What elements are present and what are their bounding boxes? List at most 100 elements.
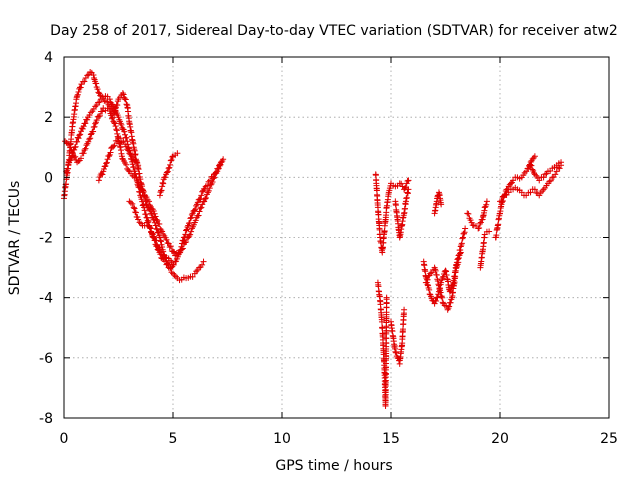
data-point (167, 161, 174, 168)
data-point (115, 114, 122, 121)
data-point (401, 306, 408, 313)
data-point (428, 269, 435, 276)
data-point (81, 78, 88, 85)
data-point (75, 88, 82, 95)
data-point (99, 108, 106, 115)
data-point (87, 109, 94, 116)
data-point (457, 250, 464, 257)
data-point (455, 255, 462, 262)
data-point (132, 171, 139, 178)
data-point (447, 299, 454, 306)
data-point (198, 204, 205, 211)
data-point (431, 300, 438, 307)
data-point (158, 187, 165, 194)
data-point (439, 299, 446, 306)
data-point (192, 206, 199, 213)
data-point (168, 156, 175, 163)
data-point (393, 349, 400, 356)
data-point (191, 207, 198, 214)
data-point (84, 72, 91, 79)
data-point (159, 183, 166, 190)
data-point (536, 177, 543, 184)
data-point (171, 248, 178, 255)
data-point (187, 215, 194, 222)
data-points (61, 69, 565, 409)
data-point (153, 237, 160, 244)
data-point (110, 143, 117, 150)
data-point (74, 93, 81, 100)
data-point (211, 174, 218, 181)
data-point (109, 114, 116, 121)
data-point (95, 99, 102, 106)
data-point (481, 204, 488, 211)
data-point (433, 271, 440, 278)
data-point (166, 164, 173, 171)
data-point (206, 185, 213, 192)
data-point (192, 217, 199, 224)
data-point (135, 179, 142, 186)
data-point (159, 228, 166, 235)
data-point (64, 140, 71, 147)
data-point (204, 189, 211, 196)
data-point (200, 258, 207, 265)
data-point (96, 98, 103, 105)
data-point (135, 162, 142, 169)
data-point (459, 235, 466, 242)
data-point (188, 228, 195, 235)
data-point (199, 261, 206, 268)
data-point (127, 199, 134, 206)
data-point (462, 225, 469, 232)
data-point (142, 211, 149, 218)
data-point (156, 234, 163, 241)
data-point (174, 150, 181, 157)
data-point (210, 175, 217, 182)
data-point (170, 261, 176, 268)
data-point (90, 72, 97, 79)
data-point (443, 272, 450, 279)
data-point (162, 258, 169, 265)
x-tick-label: 5 (169, 431, 178, 447)
data-point (202, 195, 209, 202)
data-point (529, 166, 536, 173)
data-point (72, 153, 79, 160)
data-point (120, 138, 127, 145)
data-point (75, 135, 82, 142)
data-point (78, 155, 85, 162)
data-point (149, 230, 156, 237)
data-point (402, 205, 409, 212)
data-point (129, 154, 136, 161)
data-point (201, 186, 208, 193)
x-tick-label: 20 (491, 431, 509, 447)
data-point (183, 227, 190, 234)
data-point (104, 156, 111, 163)
data-point (186, 219, 193, 226)
data-point (158, 248, 165, 255)
data-point (436, 286, 443, 293)
data-point (77, 131, 84, 138)
data-point (170, 270, 176, 277)
data-point (139, 198, 146, 205)
data-point (103, 160, 110, 167)
data-point (405, 177, 412, 184)
data-point (433, 297, 440, 304)
data-point (76, 132, 83, 139)
data-point (480, 239, 487, 246)
data-point (85, 138, 92, 145)
data-point (170, 248, 176, 255)
data-point (556, 165, 563, 172)
data-point (82, 145, 89, 152)
data-point (168, 269, 175, 276)
data-point (136, 219, 143, 226)
data-point (443, 268, 450, 275)
data-point (209, 178, 216, 185)
data-point (132, 151, 139, 158)
x-tick-label: 10 (273, 431, 291, 447)
data-point (138, 185, 145, 192)
data-point (455, 259, 462, 266)
data-point (166, 244, 173, 251)
data-point (427, 270, 434, 277)
data-point (125, 147, 132, 154)
data-point (79, 125, 86, 132)
data-point (121, 128, 128, 135)
data-point (217, 159, 224, 166)
